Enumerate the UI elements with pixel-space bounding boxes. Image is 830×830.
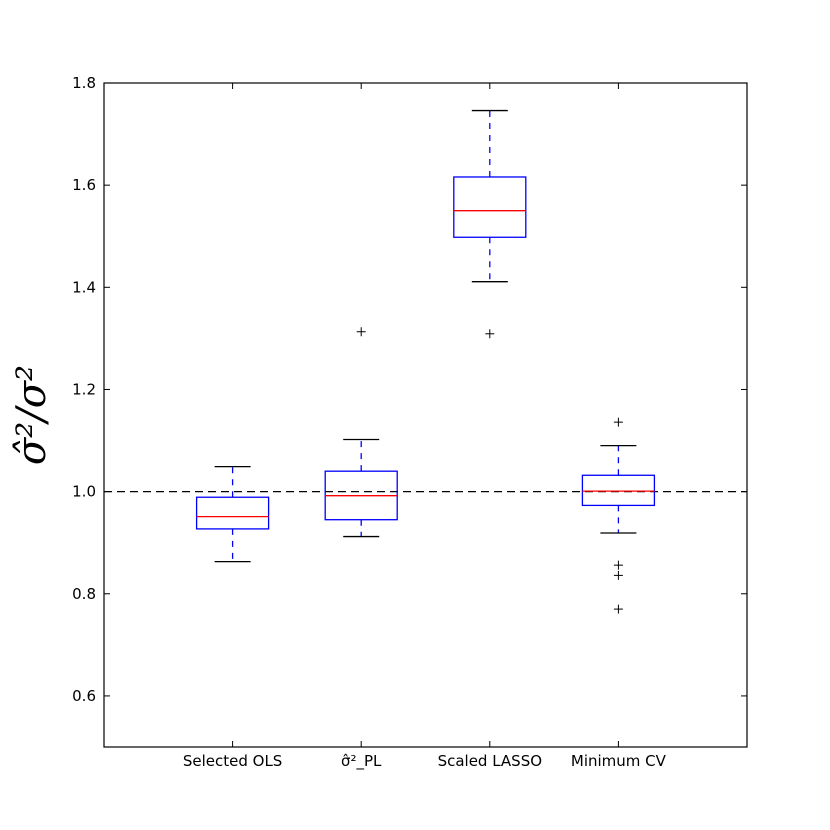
outlier-marker (356, 327, 366, 337)
outlier-marker (613, 417, 623, 427)
x-tick-label: σ̂²_PL (341, 752, 382, 771)
axes-frame (103, 82, 748, 748)
box-iqr (581, 474, 656, 507)
y-tick-label: 1.6 (72, 176, 96, 194)
box-group (324, 327, 398, 538)
plot-layer (104, 109, 747, 614)
y-tick-label: 1.2 (72, 380, 96, 398)
y-axis-label: σ̂²/σ² (9, 365, 55, 465)
x-tick-label: Minimum CV (571, 752, 667, 770)
box-group (581, 417, 656, 614)
box-group (453, 109, 527, 339)
x-axis: Selected OLS σ̂²_PL Scaled LASSO Minimum CV (183, 83, 667, 771)
y-tick-label: 1.0 (72, 483, 96, 501)
outlier-marker (613, 560, 623, 570)
box-iqr (453, 176, 527, 238)
x-tick-label: Scaled LASSO (438, 752, 542, 770)
outlier-marker (613, 570, 623, 580)
x-tick-label: Selected OLS (183, 752, 282, 770)
y-tick-label: 0.6 (72, 687, 96, 705)
y-tick-label: 0.8 (72, 585, 96, 603)
y-axis: 0.6 0.8 1.0 1.2 1.4 1.6 1.8 (72, 74, 747, 705)
y-tick-label: 1.4 (72, 278, 96, 296)
box-group (195, 465, 270, 563)
outlier-marker (613, 604, 623, 614)
y-tick-label: 1.8 (72, 74, 96, 92)
box-iqr (195, 496, 270, 530)
outlier-marker (485, 329, 495, 339)
